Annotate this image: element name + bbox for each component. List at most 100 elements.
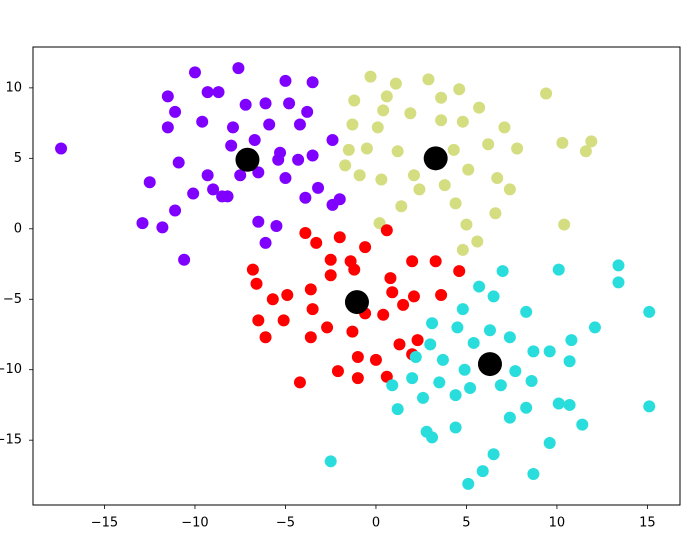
point (293, 376, 306, 389)
point (346, 325, 359, 338)
point (248, 134, 261, 147)
point (201, 169, 214, 182)
y-tick-label: −10 (0, 362, 22, 377)
point (172, 156, 185, 169)
point (498, 121, 511, 134)
point (436, 353, 449, 366)
x-tick-label: −15 (91, 516, 118, 531)
point (494, 379, 507, 392)
point (375, 173, 388, 186)
point (435, 289, 448, 302)
point (301, 105, 314, 118)
point (263, 118, 276, 131)
point (451, 321, 464, 334)
point (449, 197, 462, 210)
point (380, 224, 393, 237)
point (306, 76, 319, 89)
point (588, 321, 601, 334)
point (326, 134, 339, 147)
point (324, 253, 337, 266)
point (259, 331, 272, 344)
point (556, 136, 569, 149)
point (449, 421, 462, 434)
point (489, 207, 502, 220)
point (525, 374, 538, 387)
point (576, 418, 589, 431)
point (563, 398, 576, 411)
point (426, 317, 439, 330)
point (386, 379, 399, 392)
point (353, 169, 366, 182)
point (456, 115, 469, 128)
point (483, 324, 496, 337)
point (310, 236, 323, 249)
point (449, 389, 462, 402)
point (552, 397, 565, 410)
point (406, 255, 419, 268)
point (563, 355, 576, 368)
point (207, 183, 220, 196)
plot-area (33, 47, 680, 505)
point (306, 149, 319, 162)
point (333, 231, 346, 244)
point (196, 115, 209, 128)
point (187, 187, 200, 200)
point (487, 290, 500, 303)
centroid (477, 352, 502, 377)
point (364, 70, 377, 83)
point (292, 153, 305, 166)
marks (55, 62, 656, 490)
point (438, 179, 451, 192)
point (411, 334, 424, 347)
point (293, 118, 306, 131)
point (371, 121, 384, 134)
point (453, 265, 466, 278)
point (447, 143, 460, 156)
point (389, 77, 402, 90)
point (565, 334, 578, 347)
point (277, 314, 290, 327)
point (397, 298, 410, 311)
point (274, 146, 287, 159)
point (304, 283, 317, 296)
point (250, 277, 263, 290)
point (404, 107, 417, 120)
point (429, 255, 442, 268)
point (234, 169, 247, 182)
point (482, 138, 495, 151)
point (487, 448, 500, 461)
point (520, 401, 533, 414)
point (456, 243, 469, 256)
point (395, 200, 408, 213)
point (360, 142, 373, 155)
point (552, 263, 565, 276)
point (462, 477, 475, 490)
x-tick-label: 15 (639, 516, 656, 531)
point (496, 265, 509, 278)
point (543, 436, 556, 449)
point (299, 191, 312, 204)
point (503, 331, 516, 344)
point (471, 235, 484, 248)
point (386, 286, 399, 299)
point (426, 431, 439, 444)
point (232, 62, 245, 75)
point (201, 86, 214, 99)
point (348, 94, 361, 107)
point (346, 118, 359, 131)
y-tick-label: 10 (5, 80, 22, 95)
point (351, 372, 364, 385)
x-tick-label: −5 (276, 516, 295, 531)
point (462, 163, 475, 176)
point (511, 142, 524, 155)
point (527, 345, 540, 358)
x-tick-label: −10 (181, 516, 208, 531)
point (225, 139, 238, 152)
point (55, 142, 68, 155)
point (422, 73, 435, 86)
point (331, 365, 344, 378)
point (407, 290, 420, 303)
point (143, 176, 156, 189)
point (324, 455, 337, 468)
